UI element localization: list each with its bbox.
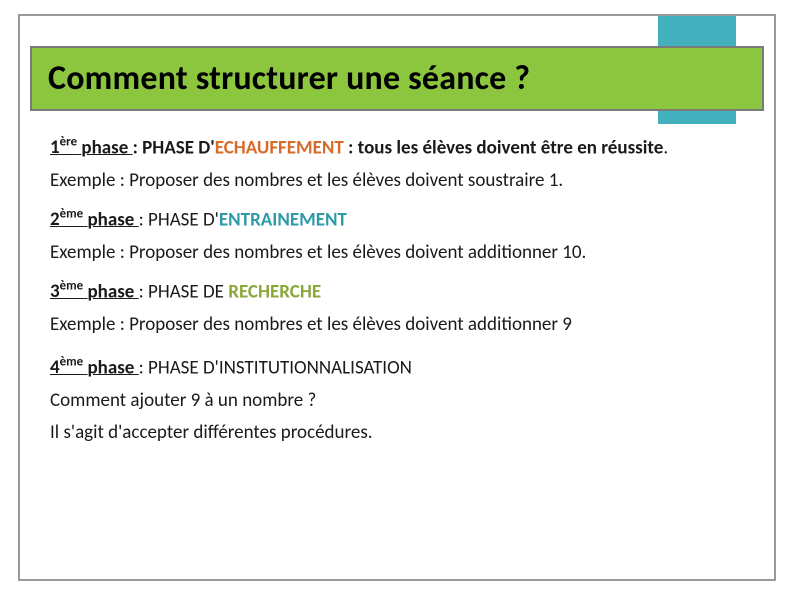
- phase-1-suffix: : tous les élèves doivent être en réussi…: [344, 136, 663, 159]
- phase-1-heading: 1ère phase : PHASE D'ECHAUFFEMENT : tous…: [50, 135, 744, 161]
- phase-1-example: Exemple : Proposer des nombres et les él…: [50, 169, 744, 193]
- phase-2-ord-suffix: ème: [60, 207, 84, 222]
- phase-4-line2: Comment ajouter 9 à un nombre ?: [50, 389, 744, 413]
- phase-2-word: phase: [87, 208, 138, 231]
- phase-4-block: 4ème phase : PHASE D'INSTITUTIONNALISATI…: [50, 355, 744, 445]
- phase-2-keyword: ENTRAINEMENT: [219, 208, 347, 231]
- phase-3-example: Exemple : Proposer des nombres et les él…: [50, 313, 744, 337]
- phase-3-block: 3ème phase : PHASE DE RECHERCHE Exemple …: [50, 279, 744, 337]
- phase-4-heading: 4ème phase : PHASE D'INSTITUTIONNALISATI…: [50, 355, 744, 381]
- phase-1-block: 1ère phase : PHASE D'ECHAUFFEMENT : tous…: [50, 135, 744, 193]
- phase-4-ord-suffix: ème: [60, 355, 84, 370]
- phase-2-ord: 2: [50, 208, 60, 231]
- phase-4-ord: 4: [50, 356, 60, 379]
- phase-1-ord: 1: [50, 136, 60, 159]
- phase-1-keyword: ECHAUFFEMENT: [215, 136, 344, 159]
- phase-1-ord-suffix: ère: [60, 135, 77, 150]
- phase-4-rest: : PHASE D'INSTITUTIONNALISATION: [139, 356, 412, 379]
- slide-title: Comment structurer une séance ?: [48, 58, 746, 99]
- phase-4-line3: Il s'agit d'accepter différentes procédu…: [50, 421, 744, 445]
- phase-2-label: 2ème phase: [50, 208, 139, 231]
- phase-2-prefix: : PHASE D': [139, 208, 219, 231]
- title-bar: Comment structurer une séance ?: [30, 46, 764, 111]
- slide-body: 1ère phase : PHASE D'ECHAUFFEMENT : tous…: [50, 135, 744, 445]
- phase-4-label: 4ème phase: [50, 356, 139, 379]
- phase-4-word: phase: [87, 356, 138, 379]
- phase-1-rest: : PHASE D'ECHAUFFEMENT : tous les élèves…: [133, 136, 664, 159]
- phase-1-word: phase: [81, 136, 132, 159]
- phase-2-block: 2ème phase : PHASE D'ENTRAINEMENT Exempl…: [50, 207, 744, 265]
- phase-3-prefix: : PHASE DE: [139, 280, 229, 303]
- phase-1-label: 1ère phase: [50, 136, 133, 159]
- phase-3-word: phase: [87, 280, 138, 303]
- phase-3-heading: 3ème phase : PHASE DE RECHERCHE: [50, 279, 744, 305]
- phase-3-keyword: RECHERCHE: [228, 280, 321, 303]
- phase-1-dot: .: [663, 136, 668, 159]
- phase-1-prefix: : PHASE D': [133, 136, 215, 159]
- phase-2-example: Exemple : Proposer des nombres et les él…: [50, 241, 744, 265]
- phase-3-ord: 3: [50, 280, 60, 303]
- phase-3-ord-suffix: ème: [60, 279, 84, 294]
- phase-3-label: 3ème phase: [50, 280, 139, 303]
- slide: Comment structurer une séance ? 1ère pha…: [0, 0, 794, 595]
- phase-2-heading: 2ème phase : PHASE D'ENTRAINEMENT: [50, 207, 744, 233]
